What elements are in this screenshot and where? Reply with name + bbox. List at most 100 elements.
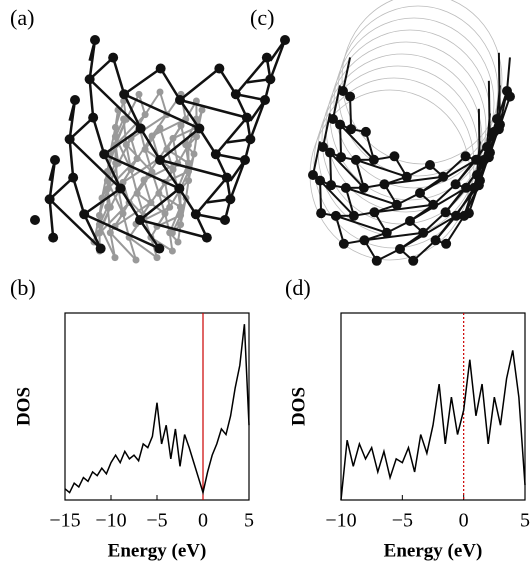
atom [316, 208, 327, 219]
atom [401, 171, 412, 182]
structures [30, 0, 515, 266]
atom [106, 229, 114, 237]
atom [169, 134, 177, 142]
bond [422, 211, 447, 234]
panel-label: (d) [285, 275, 311, 300]
bond [339, 124, 343, 158]
bond [138, 94, 147, 115]
atom [221, 172, 232, 183]
bond [68, 99, 77, 140]
x-tick-label: −10 [95, 510, 126, 532]
bond [179, 67, 221, 101]
bond [114, 201, 152, 228]
panel-label: (b) [10, 275, 36, 300]
atom [325, 147, 336, 158]
bond [123, 93, 200, 130]
bond [143, 162, 179, 181]
atom [161, 210, 169, 218]
bond [229, 159, 247, 200]
bond [136, 193, 145, 217]
atom [389, 151, 400, 162]
bond [68, 116, 94, 141]
bond [98, 188, 109, 216]
atom [133, 155, 141, 163]
bond [412, 239, 437, 262]
atom [104, 185, 112, 193]
atom [395, 244, 405, 254]
bond [83, 187, 122, 216]
atom [184, 141, 192, 149]
bond [172, 126, 197, 140]
x-tick-label: 5 [244, 510, 254, 532]
bond [98, 201, 130, 234]
panel-label: (c) [250, 5, 274, 30]
atom [441, 238, 452, 249]
atom [174, 183, 185, 194]
atom [155, 63, 166, 74]
bond [68, 138, 122, 190]
bond [143, 179, 152, 203]
atom [359, 235, 370, 246]
atom [148, 168, 156, 176]
atom [345, 91, 356, 102]
atom [408, 255, 419, 266]
atom [193, 133, 201, 141]
atom [451, 210, 462, 221]
x-tick-label: −5 [392, 510, 413, 532]
atom [308, 170, 318, 180]
bond [374, 203, 434, 214]
atom [111, 123, 119, 131]
bond [149, 237, 158, 258]
atom [198, 106, 206, 114]
bond [109, 232, 137, 261]
bond [68, 139, 75, 178]
ring [341, 0, 503, 165]
atom [68, 172, 79, 183]
atom [166, 203, 174, 211]
dos-line [340, 350, 526, 501]
bond [128, 237, 137, 261]
bond [114, 113, 146, 146]
atom [358, 182, 369, 193]
atom [430, 235, 441, 246]
atom [240, 155, 250, 165]
atom [184, 159, 192, 167]
atom [64, 134, 75, 145]
x-tick-label: 5 [520, 510, 530, 532]
atom [154, 243, 165, 254]
bond [71, 177, 86, 215]
bond [139, 218, 208, 239]
atom [168, 247, 176, 255]
atom [169, 166, 177, 174]
bond [88, 79, 95, 118]
bond [128, 236, 158, 259]
atom [265, 74, 276, 85]
atom [111, 254, 119, 262]
atom [360, 126, 371, 137]
atom [122, 141, 130, 149]
atom [135, 123, 146, 134]
atom [44, 194, 55, 205]
x-axis-label: Energy (eV) [108, 540, 207, 561]
x-tick-label: −15 [49, 510, 80, 532]
atom [185, 167, 193, 175]
bond [48, 159, 57, 200]
atom [90, 35, 100, 45]
bond [48, 199, 55, 238]
atom [155, 189, 163, 197]
atom [106, 203, 114, 211]
atom [201, 232, 212, 243]
atom [350, 154, 361, 165]
atom [368, 154, 379, 165]
bond [164, 182, 171, 208]
x-tick-label: 0 [198, 510, 208, 532]
atom [177, 122, 185, 130]
bond [234, 56, 268, 96]
atom [96, 229, 104, 237]
atom [175, 95, 185, 105]
atom [336, 152, 347, 163]
atom [438, 171, 449, 182]
atom [381, 227, 392, 238]
atom [348, 210, 359, 221]
bond [48, 176, 74, 201]
